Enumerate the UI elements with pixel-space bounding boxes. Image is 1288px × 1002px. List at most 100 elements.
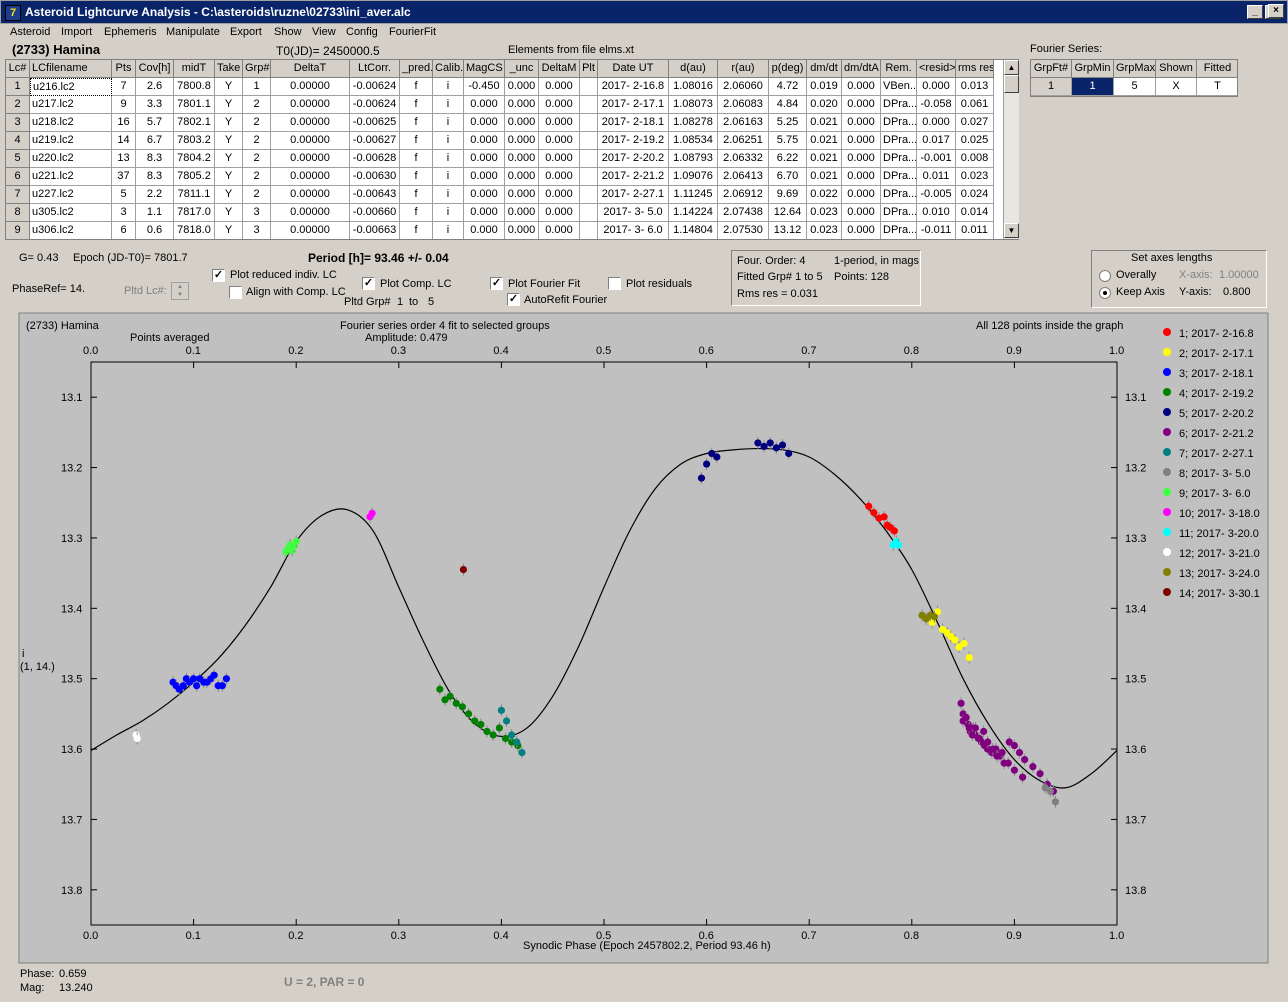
lightcurve-table[interactable]: Lc# LCfilename Pts Cov[h] midT Take Grp# DeltaT… (5, 59, 1019, 240)
table-cell[interactable]: f (400, 150, 433, 168)
table-cell[interactable]: i (433, 222, 464, 239)
data-point[interactable] (459, 566, 468, 574)
table-cell[interactable]: -0.00625 (350, 114, 400, 132)
table-cell[interactable]: 0.000 (464, 186, 505, 204)
table-cell[interactable]: 0.000 (464, 96, 505, 114)
table-cell[interactable]: i (433, 114, 464, 132)
spinner-up-icon[interactable]: ▲ (177, 284, 183, 290)
table-cell[interactable]: f (400, 222, 433, 239)
table-cell[interactable]: 2 (243, 150, 271, 168)
column-header[interactable]: <resid> (917, 60, 956, 78)
table-cell[interactable]: 0.000 (539, 204, 580, 222)
table-cell[interactable] (580, 78, 598, 96)
table-cell[interactable]: i (433, 96, 464, 114)
table-cell[interactable]: 0.000 (842, 150, 881, 168)
table-cell[interactable]: 2.06163 (718, 114, 769, 132)
scroll-up-icon[interactable]: ▲ (1004, 60, 1019, 75)
data-point[interactable] (778, 441, 787, 449)
table-cell[interactable]: 1.09076 (669, 168, 718, 186)
table-cell[interactable]: 0.061 (956, 96, 994, 114)
column-header[interactable]: Calib. (433, 60, 464, 78)
menu-view[interactable]: View (312, 26, 336, 38)
table-cell[interactable]: Y (215, 186, 243, 204)
data-point[interactable] (1029, 763, 1037, 771)
table-cell[interactable] (580, 204, 598, 222)
table-cell[interactable]: -0.00628 (350, 150, 400, 168)
data-point[interactable] (785, 449, 793, 458)
table-cell[interactable]: -0.00660 (350, 204, 400, 222)
table-cell[interactable]: 7805.2 (174, 168, 215, 186)
plot-comp-checkbox[interactable]: ✓ (362, 277, 375, 290)
data-point[interactable] (962, 713, 970, 721)
table-cell[interactable]: 0.000 (539, 186, 580, 204)
table-cell[interactable]: 2017- 3- 5.0 (598, 204, 669, 222)
table-cell[interactable]: 0.021 (807, 150, 842, 168)
table-cell[interactable]: 8 (6, 204, 30, 222)
table-cell[interactable]: 6.7 (136, 132, 174, 150)
table-cell[interactable]: 0.000 (505, 96, 539, 114)
data-point[interactable] (436, 685, 444, 693)
data-point[interactable] (1021, 756, 1029, 764)
plot-reduced-checkbox[interactable]: ✓ (212, 269, 225, 282)
table-cell[interactable]: 0.021 (807, 114, 842, 132)
fourier-column-header[interactable]: GrpMin (1072, 60, 1114, 78)
table-cell[interactable]: 2 (243, 114, 271, 132)
column-header[interactable]: DeltaM (539, 60, 580, 78)
table-cell[interactable]: 9.69 (769, 186, 807, 204)
table-cell[interactable]: 0.000 (505, 168, 539, 186)
data-point[interactable] (210, 671, 218, 679)
table-cell[interactable]: u227.lc2 (30, 186, 112, 204)
plot-residuals-checkbox[interactable] (608, 277, 621, 290)
table-cell[interactable]: 7818.0 (174, 222, 215, 239)
table-cell[interactable]: 2017- 2-20.2 (598, 150, 669, 168)
autorefit-checkbox[interactable]: ✓ (507, 293, 520, 306)
table-cell[interactable]: 0.017 (917, 132, 956, 150)
table-cell[interactable]: 0.000 (464, 222, 505, 239)
table-cell[interactable]: i (433, 204, 464, 222)
column-header[interactable]: dm/dtA (842, 60, 881, 78)
table-cell[interactable]: 0.021 (807, 132, 842, 150)
fourier-cell[interactable]: 1 (1072, 78, 1114, 96)
data-point[interactable] (772, 444, 780, 452)
column-header[interactable]: MagCS (464, 60, 505, 78)
table-cell[interactable]: 0.023 (807, 204, 842, 222)
data-point[interactable] (1036, 770, 1044, 778)
fourier-column-header[interactable]: Shown (1156, 60, 1197, 78)
table-cell[interactable]: 0.023 (807, 222, 842, 239)
menu-show[interactable]: Show (274, 26, 302, 38)
table-cell[interactable]: 7817.0 (174, 204, 215, 222)
table-cell[interactable]: 0.008 (956, 150, 994, 168)
column-header[interactable]: p(deg) (769, 60, 807, 78)
table-cell[interactable]: Y (215, 132, 243, 150)
data-point[interactable] (965, 653, 973, 662)
table-cell[interactable]: i (433, 78, 464, 96)
table-cell[interactable]: 5.25 (769, 114, 807, 132)
table-cell[interactable]: DPra... (881, 204, 917, 222)
column-header[interactable]: d(au) (669, 60, 718, 78)
table-cell[interactable]: 2.06083 (718, 96, 769, 114)
data-point[interactable] (218, 682, 226, 690)
menu-config[interactable]: Config (346, 26, 378, 38)
table-cell[interactable]: 2017- 2-27.1 (598, 186, 669, 204)
table-cell[interactable] (580, 114, 598, 132)
data-point[interactable] (766, 439, 774, 447)
table-cell[interactable]: 1.08534 (669, 132, 718, 150)
table-cell[interactable]: 0.021 (807, 168, 842, 186)
table-cell[interactable]: 2 (6, 96, 30, 114)
table-cell[interactable]: f (400, 186, 433, 204)
menu-import[interactable]: Import (61, 26, 93, 38)
data-point[interactable] (1015, 748, 1024, 757)
table-cell[interactable]: f (400, 204, 433, 222)
data-point[interactable] (179, 682, 187, 690)
table-cell[interactable]: DPra... (881, 132, 917, 150)
data-point[interactable] (993, 752, 1001, 760)
table-cell[interactable]: u306.lc2 (30, 222, 112, 239)
table-cell[interactable]: Y (215, 78, 243, 96)
table-cell[interactable]: 0.6 (136, 222, 174, 239)
table-cell[interactable]: 1.08793 (669, 150, 718, 168)
table-cell[interactable]: 0.019 (807, 78, 842, 96)
table-cell[interactable]: i (433, 168, 464, 186)
table-cell[interactable]: 0.00000 (271, 168, 350, 186)
data-point[interactable] (477, 720, 485, 729)
table-cell[interactable]: 2 (243, 168, 271, 186)
